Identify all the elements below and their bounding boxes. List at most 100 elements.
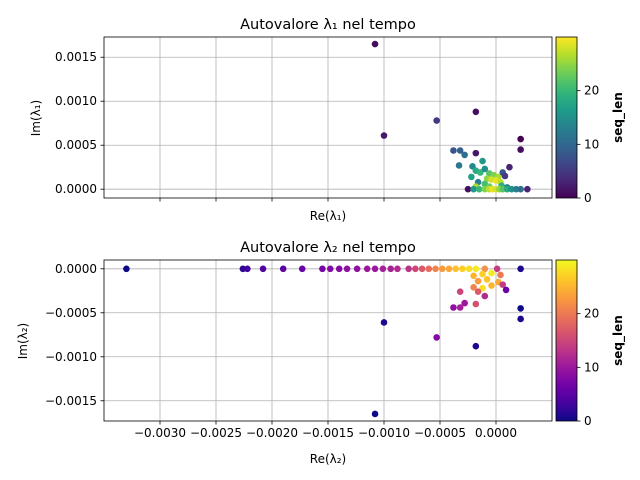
data-point (488, 282, 495, 289)
data-point (481, 292, 489, 300)
data-point (379, 265, 387, 273)
data-point (438, 265, 446, 273)
data-point (493, 265, 501, 273)
y-tick-label: −0.0010 (45, 350, 97, 364)
colorbar-label: seq_len (611, 92, 626, 143)
x-axis-label: Re(λ₂) (310, 452, 346, 466)
data-point (499, 281, 507, 288)
x-tick-label: −0.0015 (302, 426, 354, 440)
data-point (517, 135, 524, 143)
y-tick-label: −0.0015 (45, 394, 97, 408)
data-point (474, 277, 482, 285)
colorbar (555, 259, 578, 422)
data-point (470, 283, 477, 291)
data-point (452, 265, 459, 273)
chart-title: Autovalore λ₁ nel tempo (240, 17, 416, 33)
data-point (483, 276, 491, 283)
data-point (319, 265, 326, 273)
data-point (326, 265, 334, 273)
x-tick-label: −0.0005 (414, 426, 466, 440)
data-point (412, 265, 419, 273)
data-point (459, 265, 466, 273)
data-point (380, 132, 388, 139)
data-point (524, 185, 531, 193)
data-point (433, 334, 440, 341)
y-tick-label: −0.0005 (45, 306, 97, 320)
data-point (488, 269, 495, 277)
data-point (371, 410, 379, 418)
data-point (244, 265, 251, 273)
data-point (517, 315, 524, 323)
data-point (455, 162, 463, 169)
data-point (481, 165, 489, 173)
y-tick-label: 0.0010 (55, 94, 97, 108)
data-point (387, 265, 395, 273)
x-tick-label: −0.0020 (246, 426, 298, 440)
data-point (259, 265, 267, 273)
data-point (479, 284, 486, 292)
x-tick-label: 0.0000 (475, 426, 517, 440)
chart-title: Autovalore λ₂ nel tempo (240, 240, 416, 256)
data-point (479, 270, 486, 278)
data-point (405, 265, 412, 273)
data-point (506, 163, 513, 171)
data-point (380, 319, 388, 326)
data-point (481, 265, 489, 273)
colorbar-tick-label: 0 (584, 191, 592, 205)
data-point (517, 185, 524, 193)
data-point (472, 108, 480, 116)
y-tick-label: 0.0000 (55, 182, 97, 196)
data-point (450, 304, 457, 311)
data-point (472, 265, 480, 273)
colorbar-tick-label: 0 (584, 414, 592, 428)
data-point (472, 300, 480, 308)
subplot-2: −0.0030 −0.0025 −0.0020 −0.0015 −0.0010 −0.00… (16, 240, 626, 466)
data-point (279, 265, 287, 273)
data-point (474, 288, 482, 295)
data-point (465, 265, 473, 273)
data-point (517, 305, 524, 312)
data-point (363, 265, 371, 273)
data-point (470, 185, 477, 193)
data-point (497, 271, 504, 279)
x-axis-label: Re(λ₁) (310, 209, 346, 223)
data-point (394, 265, 401, 273)
data-point (517, 265, 524, 273)
data-point (517, 146, 524, 153)
data-point (432, 265, 439, 273)
data-point (371, 265, 379, 273)
data-point (461, 299, 468, 307)
data-point (477, 169, 484, 176)
data-point (472, 149, 480, 157)
colorbar-tick-label: 20 (584, 84, 599, 98)
data-point (456, 147, 464, 154)
data-point (502, 286, 510, 294)
data-point (475, 185, 483, 193)
y-axis-label: Im(λ₂) (16, 323, 30, 360)
colorbar-label: seq_len (611, 315, 626, 366)
data-point (456, 304, 464, 311)
y-axis-label: Im(λ₁) (29, 100, 43, 137)
x-tick-label: −0.0025 (190, 426, 242, 440)
data-point (501, 172, 509, 180)
data-point (418, 265, 426, 273)
y-tick-label: 0.0000 (55, 262, 97, 276)
data-point (450, 147, 457, 154)
data-point (464, 185, 472, 193)
data-point (371, 40, 379, 48)
data-point (433, 117, 440, 124)
data-point (343, 265, 351, 273)
data-point (479, 157, 486, 165)
data-point (123, 265, 130, 273)
colorbar-tick-label: 10 (584, 137, 599, 151)
data-point (461, 151, 468, 159)
colorbar-tick-label: 20 (584, 307, 599, 321)
y-tick-label: 0.0005 (55, 138, 97, 152)
data-point (353, 265, 361, 273)
data-point (298, 265, 306, 273)
data-point (468, 173, 475, 181)
data-point (445, 265, 453, 273)
data-point (472, 342, 480, 350)
x-tick-label: −0.0030 (134, 426, 186, 440)
